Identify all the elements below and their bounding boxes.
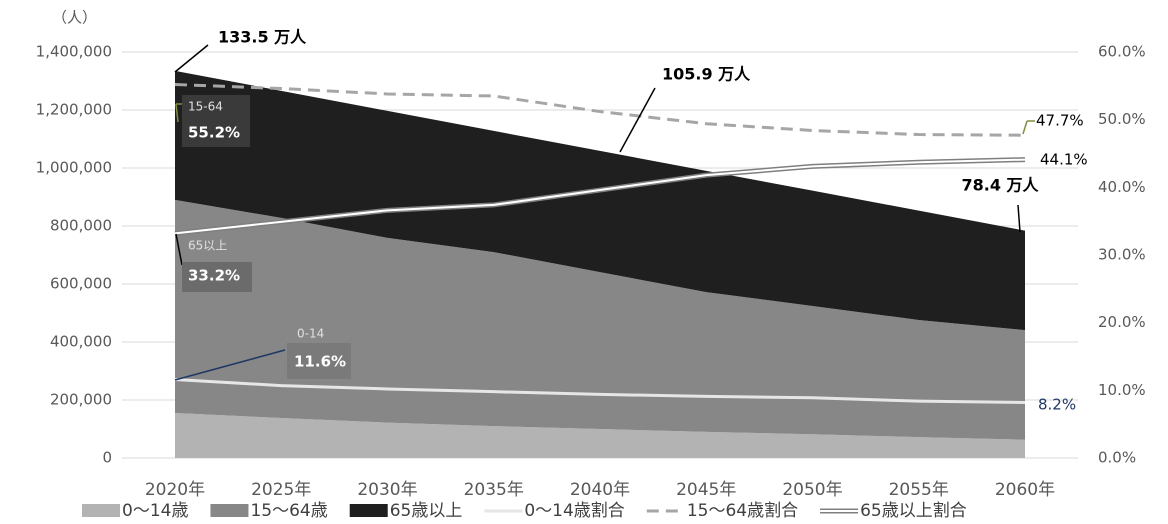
x-tick-label: 2050年 — [782, 480, 842, 500]
leader-line — [175, 233, 183, 266]
x-tick-label: 2020年 — [145, 480, 205, 500]
x-tick-label: 2055年 — [889, 480, 949, 500]
x-tick-label: 2030年 — [357, 480, 417, 500]
ratio-line — [174, 82, 1026, 137]
y2-tick-label: 60.0% — [1098, 43, 1146, 61]
y-tick-label: 1,200,000 — [36, 101, 112, 119]
callout-box — [182, 262, 252, 292]
leader-line — [174, 44, 209, 73]
y2-tick-label: 0.0% — [1098, 449, 1136, 467]
leader-line — [1017, 204, 1021, 233]
leader-line — [175, 103, 179, 123]
y-tick-label: 800,000 — [50, 217, 112, 235]
callout-box — [182, 95, 250, 147]
y2-tick-label: 20.0% — [1098, 313, 1146, 331]
annotation: 44.1% — [1040, 151, 1088, 169]
y2-tick-label: 50.0% — [1098, 110, 1146, 128]
ratio-line-inner — [174, 158, 1026, 235]
legend-label: 15〜64歳 — [250, 501, 327, 521]
legend-label: 0〜14歳割合 — [524, 501, 624, 521]
legend-label: 65歳以上割合 — [860, 501, 967, 521]
legend-swatch — [210, 504, 249, 517]
legend-item: 65歳以上 — [349, 501, 463, 521]
annotation: 11.6% — [294, 353, 346, 371]
x-tick-label: 2060年 — [995, 480, 1055, 500]
leader-line — [174, 349, 286, 381]
annotation: 78.4 万人 — [961, 176, 1039, 195]
legend-item: 0〜14歳割合 — [484, 501, 625, 521]
y2-tick-label: 30.0% — [1098, 246, 1146, 264]
area — [175, 70, 1025, 331]
leader-line — [619, 87, 656, 153]
y-tick-label: 0 — [102, 449, 112, 467]
y-tick-label: 1,000,000 — [36, 159, 112, 177]
y-tick-label: 1,400,000 — [36, 43, 112, 61]
annotation: 15-64 — [188, 100, 223, 114]
legend-label: 15〜64歳割合 — [687, 501, 798, 521]
legend-item: 15〜64歳割合 — [646, 501, 798, 521]
annotation: 0-14 — [297, 327, 324, 341]
x-tick-label: 2045年 — [676, 480, 736, 500]
legend-label: 0〜14歳 — [122, 501, 188, 521]
x-tick-label: 2040年 — [570, 480, 630, 500]
legend-label: 65歳以上 — [390, 501, 463, 521]
y-unit-label: （人） — [52, 9, 97, 27]
legend-item: 0〜14歳 — [82, 501, 188, 521]
callout-box — [287, 343, 351, 379]
annotation: 105.9 万人 — [662, 65, 751, 84]
legend-item: 65歳以上割合 — [820, 501, 967, 521]
annotation: 65以上 — [188, 239, 227, 253]
y-tick-label: 200,000 — [50, 391, 112, 409]
x-tick-label: 2025年 — [251, 480, 311, 500]
area — [175, 413, 1025, 458]
y2-tick-label: 40.0% — [1098, 178, 1146, 196]
annotation: 133.5 万人 — [218, 28, 307, 47]
x-tick-label: 2035年 — [464, 480, 524, 500]
annotation: 55.2% — [188, 124, 240, 142]
legend-swatch — [82, 504, 120, 517]
annotation: 33.2% — [188, 267, 240, 285]
annotation: 8.2% — [1038, 396, 1076, 414]
y-tick-label: 600,000 — [50, 275, 112, 293]
y-tick-label: 400,000 — [50, 333, 112, 351]
ratio-line — [174, 378, 1026, 405]
legend-item: 15〜64歳 — [210, 501, 328, 521]
leader-line — [1022, 120, 1028, 135]
area — [175, 199, 1025, 440]
legend-swatch — [349, 504, 388, 517]
annotation: 47.7% — [1036, 112, 1084, 130]
y2-tick-label: 10.0% — [1098, 381, 1146, 399]
